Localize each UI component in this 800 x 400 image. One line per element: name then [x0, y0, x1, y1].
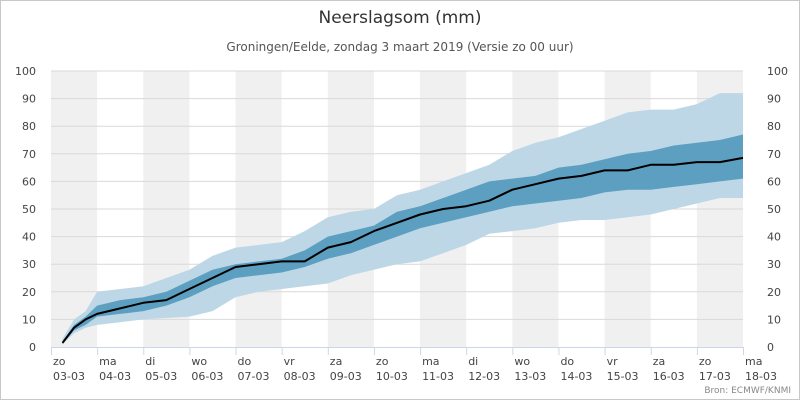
y-tick-label-right-60: 60	[767, 175, 781, 188]
y-tick-label-right-30: 30	[767, 258, 781, 271]
y-tick-label-right-90: 90	[767, 93, 781, 106]
y-tick-label-right-20: 20	[767, 286, 781, 299]
x-tick-day-1: ma	[99, 355, 116, 368]
x-tick-date-10: 13-03	[514, 370, 546, 383]
x-tick-date-7: 10-03	[376, 370, 408, 383]
x-tick-date-11: 14-03	[560, 370, 592, 383]
x-tick-day-11: do	[560, 355, 574, 368]
y-tick-label-right-80: 80	[767, 120, 781, 133]
x-tick-date-15: 18-03	[745, 370, 777, 383]
y-tick-label-left-80: 80	[22, 120, 36, 133]
y-tick-label-left-60: 60	[22, 175, 36, 188]
y-tick-label-right-10: 10	[767, 313, 781, 326]
x-tick-date-1: 04-03	[99, 370, 131, 383]
x-tick-labels: zo 03-03 ma 04-03 di 05-03 wo 06-03 do 07-03 vr 08-…	[53, 355, 777, 383]
x-tick-date-4: 07-03	[238, 370, 270, 383]
y-axis-left: 0 10 20 30 40 50 60 70 80 90 100	[15, 65, 36, 354]
median-line	[61, 156, 744, 344]
x-tick-day-14: zo	[699, 355, 712, 368]
x-tick-date-14: 17-03	[699, 370, 731, 383]
x-tick-day-4: do	[238, 355, 252, 368]
x-axis	[51, 347, 744, 355]
x-tick-date-3: 06-03	[191, 370, 223, 383]
x-tick-day-0: zo	[53, 355, 66, 368]
x-tick-day-13: za	[653, 355, 666, 368]
x-tick-day-10: wo	[514, 355, 530, 368]
x-tick-day-12: vr	[607, 355, 619, 368]
uncertainty-bands	[62, 93, 743, 345]
source-credit: Bron: ECMWF/KNMI	[704, 386, 791, 396]
y-axis-right: 0 10 20 30 40 50 60 70 80 90 100	[767, 65, 788, 354]
chart-title: Neerslagsom (mm)	[318, 8, 482, 28]
x-tick-date-8: 11-03	[422, 370, 454, 383]
x-tick-day-2: di	[145, 355, 155, 368]
x-tick-day-7: zo	[376, 355, 389, 368]
x-tick-date-12: 15-03	[607, 370, 639, 383]
y-tick-label-right-50: 50	[767, 203, 781, 216]
x-tick-day-15: ma	[745, 355, 762, 368]
x-tick-date-13: 16-03	[653, 370, 685, 383]
x-tick-date-9: 12-03	[468, 370, 500, 383]
x-tick-date-5: 08-03	[284, 370, 316, 383]
y-tick-label-left-100: 100	[15, 65, 36, 78]
x-tick-day-3: wo	[191, 355, 207, 368]
y-tick-label-left-50: 50	[22, 203, 36, 216]
y-tick-label-right-0: 0	[767, 341, 774, 354]
median-line-group	[61, 156, 744, 344]
inner-band	[62, 134, 743, 345]
y-tick-label-left-0: 0	[29, 341, 36, 354]
y-tick-label-left-70: 70	[22, 148, 36, 161]
y-tick-label-left-40: 40	[22, 231, 36, 244]
x-tick-date-2: 05-03	[145, 370, 177, 383]
y-tick-label-left-20: 20	[22, 286, 36, 299]
y-tick-label-right-70: 70	[767, 148, 781, 161]
x-tick-day-9: di	[468, 355, 478, 368]
y-tick-label-left-90: 90	[22, 93, 36, 106]
x-tick-date-6: 09-03	[330, 370, 362, 383]
y-tick-label-left-10: 10	[22, 313, 36, 326]
chart-subtitle: Groningen/Eelde, zondag 3 maart 2019 (Ve…	[226, 40, 574, 54]
y-tick-label-right-100: 100	[767, 65, 788, 78]
x-tick-day-8: ma	[422, 355, 439, 368]
y-tick-label-left-30: 30	[22, 258, 36, 271]
x-tick-day-5: vr	[284, 355, 296, 368]
y-tick-label-right-40: 40	[767, 231, 781, 244]
x-tick-date-0: 03-03	[53, 370, 85, 383]
x-tick-day-6: za	[330, 355, 343, 368]
